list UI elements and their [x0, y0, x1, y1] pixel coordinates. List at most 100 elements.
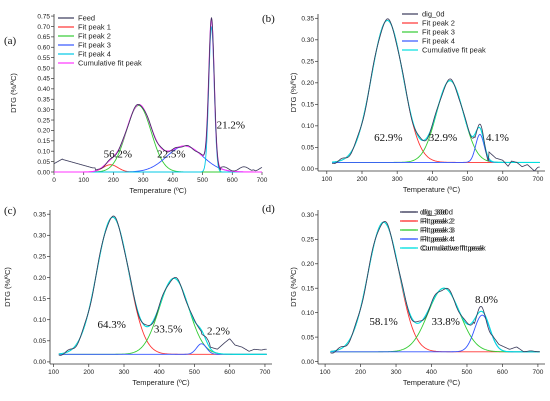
x-axis-label: Temperature (ºC) — [132, 378, 190, 387]
y-tick-label: 0.05 — [301, 334, 314, 341]
x-tick-label: 700 — [257, 177, 268, 184]
y-tick-label: 0.40 — [37, 86, 50, 93]
percentage-label: 22.5% — [157, 148, 185, 160]
x-tick-label: 200 — [83, 369, 94, 376]
legend-entry: Fit peak 4 — [422, 235, 455, 244]
fit-peak-line — [54, 105, 262, 173]
y-tick-label: 0.75 — [37, 13, 50, 20]
y-tick-label: 0.65 — [37, 34, 50, 41]
chart-panel-2: 100 200 300 400 500 600 700 0.00 0.05 0.10 0.15 0.2… — [262, 10, 545, 194]
panel-label: (c) — [4, 205, 17, 217]
measured-data-line — [53, 17, 263, 172]
y-axis-label: DTG (%/ºC) — [9, 73, 18, 113]
y-tick-label: 0.00 — [301, 359, 314, 366]
percentage-label: 62.9% — [374, 132, 402, 144]
y-tick-label: 0.15 — [301, 286, 314, 293]
measured-data-line — [330, 220, 540, 354]
y-tick-label: 0.55 — [37, 55, 50, 62]
y-tick-label: 0.10 — [37, 149, 50, 156]
legend-entry: Fit peak 3 — [78, 41, 111, 50]
legend-entry: Fit peak 3 — [420, 226, 453, 235]
x-tick-label: 300 — [119, 369, 130, 376]
legend-entry: Fit peak 2 — [422, 217, 455, 226]
percentage-label: 56.2% — [104, 148, 132, 160]
x-tick-label: 600 — [224, 369, 235, 376]
y-tick-label: 0.30 — [301, 37, 314, 44]
legend-entry: Cumulative fit peak — [422, 46, 486, 55]
x-tick-label: 500 — [462, 369, 473, 376]
legend-entry: Fit peak 2 — [78, 32, 111, 41]
y-tick-label: 0.20 — [301, 261, 314, 268]
y-tick-label: 0.70 — [37, 24, 50, 31]
y-tick-label: 0.00 — [301, 166, 314, 173]
legend-entry: Fit peak 4 — [420, 235, 453, 244]
legend-entry: dig_30d — [420, 208, 447, 217]
percentage-label: 33.5% — [154, 323, 182, 335]
y-tick-label: 0.15 — [301, 102, 314, 109]
x-tick-label: 500 — [189, 369, 200, 376]
y-tick-label: 0.60 — [37, 45, 50, 52]
x-tick-label: 0 — [52, 177, 56, 184]
y-tick-label: 0.25 — [37, 117, 50, 124]
measured-data-line — [58, 215, 267, 356]
legend-entry: dig_300d — [422, 208, 453, 217]
y-tick-label: 0.15 — [37, 138, 50, 145]
y-tick-label: 0.35 — [33, 212, 46, 219]
percentage-label: 64.3% — [97, 319, 125, 331]
percentage-label: 58.1% — [369, 316, 397, 328]
y-axis-label: DTG (%/ºC) — [3, 267, 12, 307]
x-tick-label: 400 — [426, 369, 437, 376]
x-axis-label: Temperature (ºC) — [403, 185, 461, 194]
legend-entry: Fit peak 2 — [420, 217, 453, 226]
y-tick-label: 0.25 — [301, 237, 314, 244]
x-tick-label: 500 — [197, 177, 208, 184]
x-tick-label: 300 — [138, 177, 149, 184]
legend-entry: Fit peak 2 — [422, 19, 455, 28]
chart-panel-3: 100 200 300 400 500 600 700 0.00 0.05 0.10 0.15 0.2… — [3, 205, 484, 387]
legend-entry: Fit peak 3 — [422, 28, 455, 37]
x-axis-label: Temperature (ºC) — [403, 378, 461, 387]
legend-entry: Cumulative fit peak — [422, 244, 486, 253]
x-tick-label: 400 — [167, 177, 178, 184]
chart-panel-4: 100 200 300 400 500 600 700 0.00 0.05 0.10 0.15 0.2… — [262, 203, 545, 387]
x-tick-label: 100 — [320, 369, 331, 376]
x-tick-label: 100 — [321, 176, 332, 183]
x-axis-label: Temperature (ºC) — [129, 186, 187, 195]
y-tick-label: 0.00 — [37, 169, 50, 176]
legend-entry: Fit peak 1 — [78, 23, 111, 32]
y-axis-label: DTG (%/ºC) — [289, 72, 298, 112]
chart-panel-1: 0 100 200 300 400 500 600 700 0.00 0.05 0.10 0.15 0.… — [4, 13, 268, 195]
y-tick-label: 0.35 — [37, 97, 50, 104]
percentage-label: 33.8% — [431, 316, 459, 328]
x-tick-label: 200 — [355, 369, 366, 376]
legend-entry: Feed — [78, 14, 95, 23]
legend-entry: Fit peak 3 — [422, 226, 455, 235]
panel-label: (b) — [262, 13, 275, 25]
percentage-label: 21.2% — [217, 119, 245, 131]
x-tick-label: 200 — [108, 177, 119, 184]
y-tick-label: 0.25 — [301, 59, 314, 66]
fit-peak-line — [58, 277, 267, 355]
y-tick-label: 0.45 — [37, 76, 50, 83]
x-tick-label: 100 — [48, 369, 59, 376]
x-tick-label: 600 — [497, 176, 508, 183]
x-tick-label: 600 — [497, 369, 508, 376]
x-tick-label: 400 — [427, 176, 438, 183]
x-tick-label: 300 — [392, 176, 403, 183]
y-tick-label: 0.30 — [33, 233, 46, 240]
x-tick-label: 600 — [227, 177, 238, 184]
y-tick-label: 0.30 — [37, 107, 50, 114]
x-tick-label: 400 — [154, 369, 165, 376]
x-tick-label: 500 — [462, 176, 473, 183]
legend-entry: Cumulative fit peak — [420, 244, 484, 253]
x-tick-label: 100 — [78, 177, 89, 184]
fit-peak-line — [332, 80, 540, 163]
y-tick-label: 0.15 — [33, 296, 46, 303]
percentage-label: 2.2% — [207, 325, 230, 337]
y-tick-label: 0.05 — [33, 338, 46, 345]
percentage-label: 32.9% — [429, 132, 457, 144]
